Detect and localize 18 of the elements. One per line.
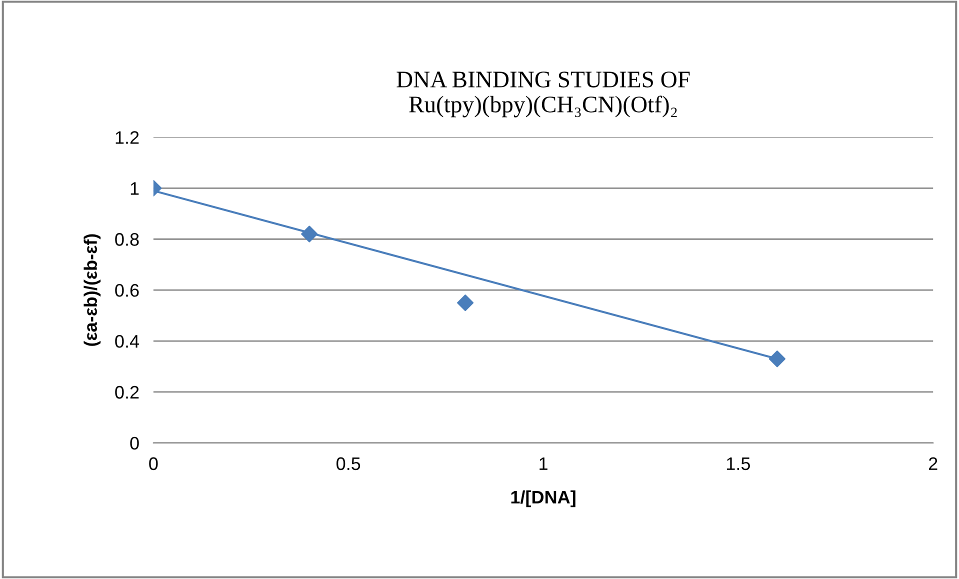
y-tick-label: 0 xyxy=(130,436,139,450)
point xyxy=(457,294,474,312)
x-tick-label: 2 xyxy=(928,457,938,470)
x-tick-label: 1 xyxy=(540,457,548,470)
y-tick-label: 1.2 xyxy=(116,131,139,144)
x-axis-title: 1/[DNA] xyxy=(511,490,576,508)
y-tick-label: 1 xyxy=(130,182,139,195)
x-tick-label: 0 xyxy=(149,457,158,470)
y-tick-label: 0.6 xyxy=(115,284,139,297)
chart-title: DNA BINDING STUDIES OF Ru(tpy)(bpy)(CH₃CN)(Otf)₂ xyxy=(396,72,690,118)
x-tick-label: 1.5 xyxy=(727,457,750,470)
point xyxy=(768,350,786,368)
y-tick-label: 0.8 xyxy=(115,233,139,246)
y-tick-label: 0.2 xyxy=(115,386,139,399)
x-tick-label: 0.5 xyxy=(336,457,360,470)
point xyxy=(301,226,318,242)
y-axis-title: (εa-εb)/(εb-εf) xyxy=(84,234,101,346)
y-tick-label: 0.4 xyxy=(115,334,140,348)
